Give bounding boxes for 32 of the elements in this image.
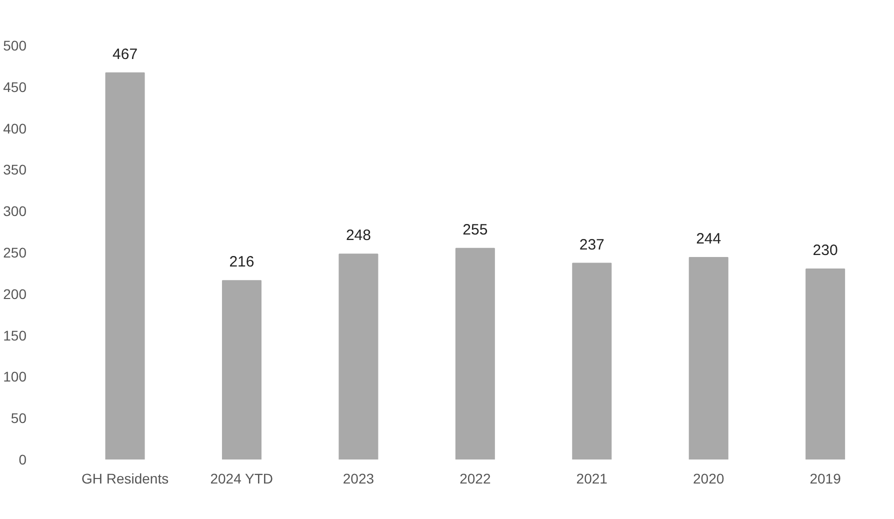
y-tick-label: 350 (3, 162, 27, 178)
bar (572, 262, 612, 460)
bar (222, 280, 262, 460)
x-tick-label: 2023 (342, 470, 374, 486)
x-tick-label: 2021 (576, 470, 608, 486)
bar (806, 268, 846, 460)
data-label: 230 (812, 242, 838, 260)
data-label: 248 (346, 227, 371, 244)
bar (455, 248, 495, 460)
x-tick-label: 2024 YTD (210, 470, 274, 486)
y-tick-label: 400 (3, 120, 27, 136)
y-tick-label: 500 (3, 38, 27, 54)
bar (338, 254, 378, 460)
y-tick-label: 250 (3, 244, 27, 260)
x-tick-label: 2022 (460, 470, 491, 486)
data-label: 467 (112, 46, 138, 63)
data-label: 255 (462, 221, 488, 238)
bar (105, 72, 145, 460)
x-tick-label: 2019 (810, 470, 842, 486)
bar (688, 256, 728, 460)
y-tick-label: 100 (3, 368, 27, 385)
x-tick-label: 2020 (693, 470, 724, 486)
data-label: 216 (229, 254, 254, 271)
data-label: 244 (696, 230, 722, 248)
y-tick-label: 150 (3, 327, 27, 344)
y-tick-label: 50 (10, 410, 27, 426)
y-tick-label: 300 (3, 203, 27, 220)
y-tick-label: 450 (3, 78, 27, 95)
y-tick-label: 0 (18, 452, 27, 468)
y-tick-label: 200 (3, 286, 27, 302)
data-label: 237 (579, 236, 604, 254)
x-tick-label: GH Residents (81, 470, 169, 486)
